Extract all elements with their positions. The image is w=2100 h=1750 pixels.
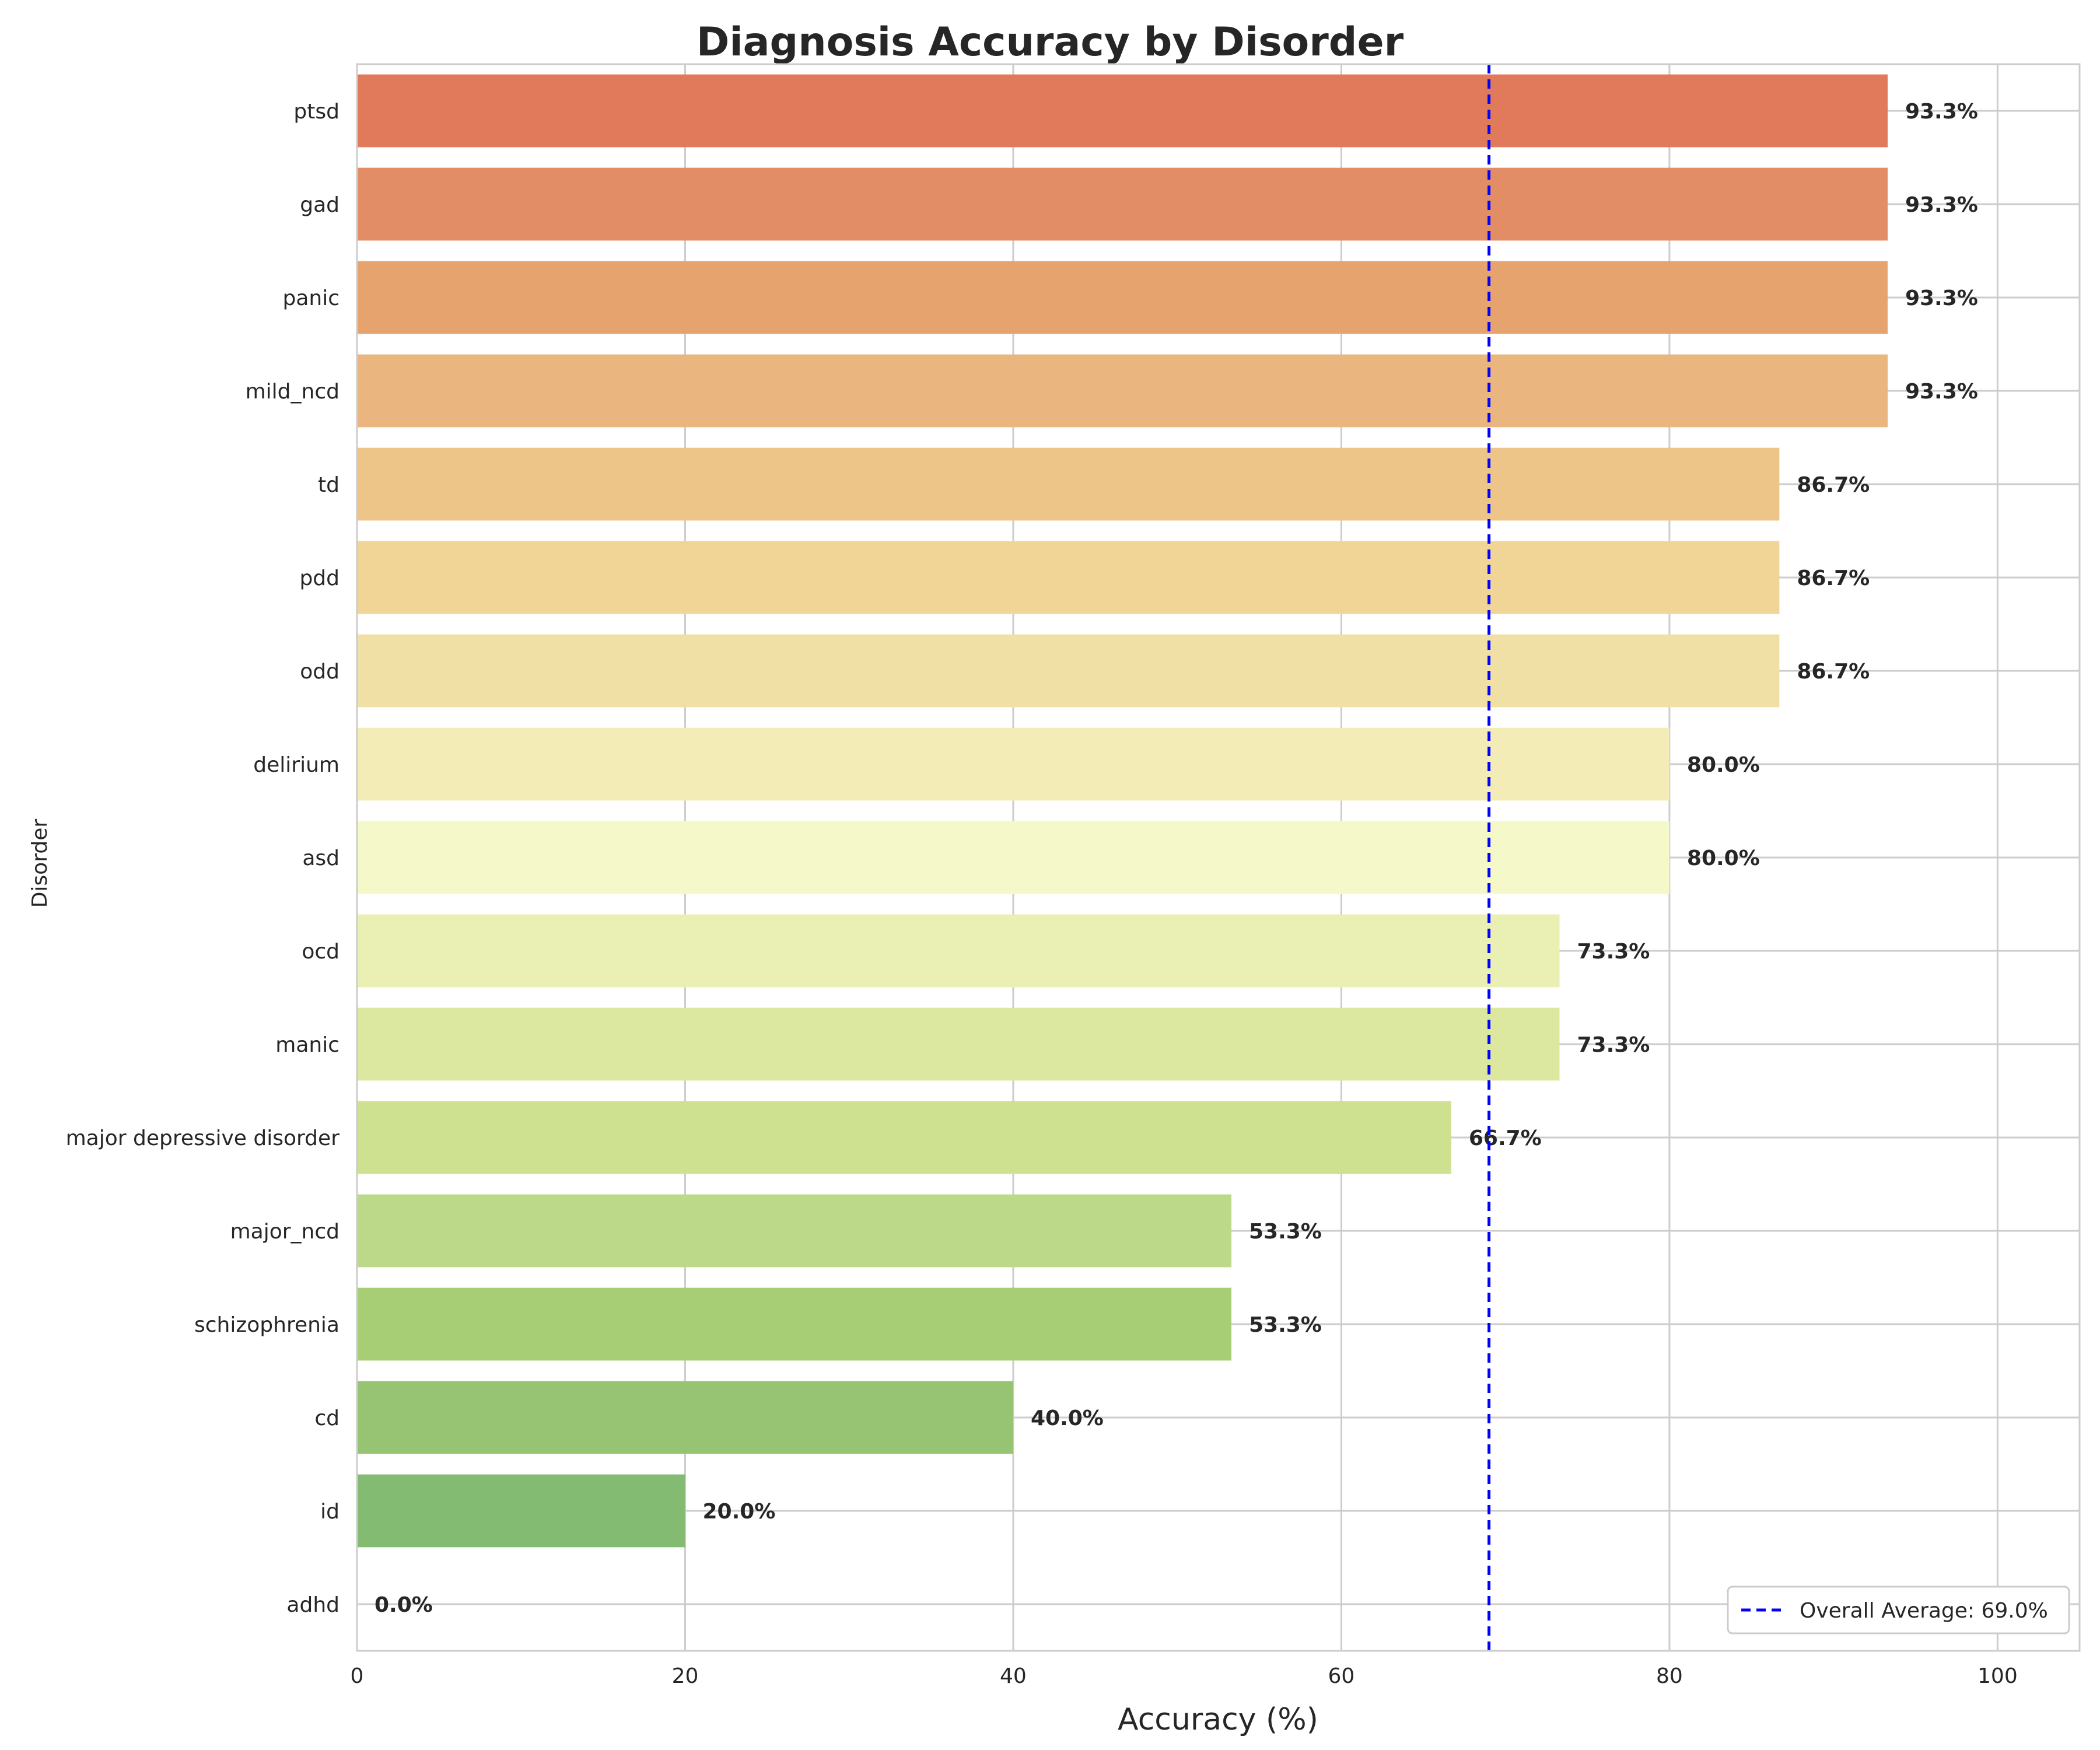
data-label: 73.3% <box>1577 940 1650 964</box>
bar-gad <box>357 167 1888 241</box>
y-tick-label: cd <box>314 1406 340 1430</box>
legend-box <box>1727 1586 2070 1634</box>
y-axis-label: Disorder <box>28 819 52 908</box>
data-label: 66.7% <box>1469 1126 1542 1150</box>
bar-cd <box>357 1381 1013 1454</box>
data-label: 80.0% <box>1687 846 1760 870</box>
bar-id <box>357 1474 685 1548</box>
y-tick-label: td <box>318 473 340 497</box>
y-tick-label: asd <box>302 846 340 870</box>
bar-panic <box>357 261 1888 334</box>
chart-title: Diagnosis Accuracy by Disorder <box>696 19 1404 65</box>
bar-ocd <box>357 914 1560 988</box>
y-tick-label: panic <box>282 286 340 310</box>
data-label: 93.3% <box>1905 193 1978 217</box>
bar-schizophrenia <box>357 1287 1231 1361</box>
data-label: 40.0% <box>1031 1406 1104 1430</box>
data-label: 53.3% <box>1249 1220 1322 1244</box>
y-tick-label: ptsd <box>293 100 340 124</box>
x-tick-label: 60 <box>1328 1664 1355 1688</box>
x-axis-label: Accuracy (%) <box>1118 1702 1318 1737</box>
y-tick-label: id <box>320 1500 340 1524</box>
data-label: 86.7% <box>1797 660 1870 684</box>
y-tick-label: mild_ncd <box>246 380 340 404</box>
x-tick-label: 40 <box>1000 1664 1027 1688</box>
y-tick-label: manic <box>275 1033 340 1057</box>
bar-delirium <box>357 727 1670 801</box>
data-label: 73.3% <box>1577 1033 1650 1057</box>
y-tick-label: delirium <box>253 753 340 777</box>
bar-major_ncd <box>357 1194 1231 1268</box>
x-tick-label: 80 <box>1656 1664 1683 1688</box>
y-tick-label: ocd <box>302 940 340 964</box>
bars <box>357 74 1888 1548</box>
data-label: 93.3% <box>1905 100 1978 124</box>
x-tick-labels: 0 20 40 60 80 100 <box>351 1664 2018 1688</box>
data-label: 86.7% <box>1797 473 1870 497</box>
bar-odd <box>357 634 1780 708</box>
data-label: 53.3% <box>1249 1313 1322 1337</box>
x-tick-label: 100 <box>1978 1664 2018 1688</box>
data-label: 20.0% <box>702 1500 775 1524</box>
bar-pdd <box>357 541 1780 614</box>
x-tick-label: 0 <box>351 1664 364 1688</box>
y-tick-label: pdd <box>299 566 340 590</box>
bar-asd <box>357 821 1670 894</box>
data-label: 93.3% <box>1905 380 1978 404</box>
legend: Overall Average: 69.0% <box>1727 1586 2070 1634</box>
bar-ptsd <box>357 74 1888 148</box>
x-tick-label: 20 <box>672 1664 699 1688</box>
plot-frame <box>356 63 2081 1652</box>
data-label: 86.7% <box>1797 566 1870 590</box>
bar-td <box>357 447 1780 521</box>
y-tick-label: adhd <box>286 1593 340 1617</box>
y-tick-label: odd <box>300 660 340 684</box>
bar-mild_ncd <box>357 354 1888 428</box>
bar-major depressive disorder <box>357 1101 1451 1174</box>
data-label: 93.3% <box>1905 286 1978 310</box>
legend-label: Overall Average: 69.0% <box>1800 1599 2048 1623</box>
y-tick-label: major depressive disorder <box>66 1126 340 1150</box>
data-label: 0.0% <box>374 1593 433 1617</box>
y-tick-label: schizophrenia <box>194 1313 340 1337</box>
y-tick-label: gad <box>300 193 340 217</box>
data-labels: 93.3% 93.3% 93.3% 93.3% 86.7% 86.7% 86.7% 80.0%… <box>374 100 1978 1617</box>
bar-manic <box>357 1007 1560 1081</box>
data-label: 80.0% <box>1687 753 1760 777</box>
y-tick-label: major_ncd <box>230 1220 340 1244</box>
